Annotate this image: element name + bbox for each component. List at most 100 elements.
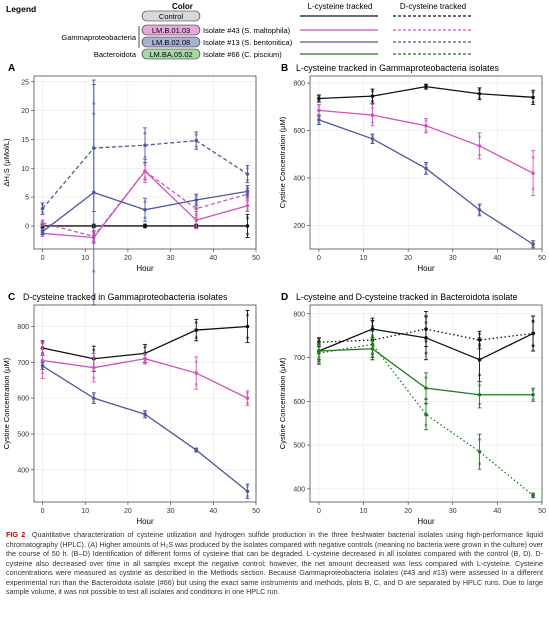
replicate-point xyxy=(245,313,249,317)
replicate-point xyxy=(478,344,482,348)
x-tick-label: 50 xyxy=(538,508,546,515)
panel-title: L-cysteine and D-cysteine tracked in Bac… xyxy=(296,292,518,302)
replicate-point xyxy=(245,391,249,395)
x-tick-label: 40 xyxy=(209,255,217,262)
data-point xyxy=(424,327,428,331)
replicate-point xyxy=(478,384,482,388)
data-point xyxy=(424,166,428,171)
data-point xyxy=(531,392,535,397)
data-point xyxy=(194,371,199,375)
x-tick-label: 40 xyxy=(209,508,217,515)
legend-d-header: D-cysteine tracked xyxy=(400,2,466,11)
replicate-point xyxy=(41,361,45,365)
replicate-point xyxy=(370,106,374,110)
replicate-point xyxy=(531,240,535,244)
replicate-point xyxy=(424,351,428,355)
replicate-point xyxy=(245,193,249,197)
data-point xyxy=(245,396,250,400)
replicate-point xyxy=(478,135,482,139)
replicate-point xyxy=(424,119,428,123)
replicate-point xyxy=(531,397,535,401)
replicate-point xyxy=(370,324,374,328)
data-point xyxy=(245,324,250,329)
replicate-point xyxy=(317,99,321,103)
data-point xyxy=(370,94,375,98)
plot-frame xyxy=(33,75,257,250)
replicate-point xyxy=(531,100,535,104)
data-point xyxy=(317,108,321,113)
legend-tag-43: LM.B.01.03 xyxy=(152,26,190,35)
replicate-point xyxy=(478,462,482,466)
data-point xyxy=(194,198,199,202)
replicate-point xyxy=(194,202,198,206)
replicate-point xyxy=(424,86,428,90)
data-point xyxy=(143,169,147,173)
replicate-point xyxy=(194,382,198,386)
x-tick-label: 10 xyxy=(81,508,89,515)
replicate-point xyxy=(143,345,147,349)
legend-swatch-43 xyxy=(141,24,201,36)
replicate-point xyxy=(143,155,147,159)
panel-c: 400 500 600 700 800 0 10 20 30 40 50 C D-cysteine tr… xyxy=(2,292,260,526)
replicate-point xyxy=(92,348,96,352)
replicate-point xyxy=(194,194,198,198)
legend-group-gamma: Gammaproteobacteria xyxy=(61,33,136,42)
replicate-point xyxy=(370,133,374,137)
y-axis-label: Cystine Concentration (μM) xyxy=(2,357,11,449)
data-point xyxy=(370,137,375,141)
x-tick-label: 10 xyxy=(81,255,89,262)
data-point xyxy=(370,342,375,347)
replicate-point xyxy=(370,121,374,125)
data-point xyxy=(194,138,199,143)
x-tick-label: 0 xyxy=(317,255,321,262)
plot-frame xyxy=(309,75,543,250)
panel-d: 400 500 600 700 800 0 10 20 30 40 50 D L-cysteine an… xyxy=(278,292,546,526)
x-tick-label: 50 xyxy=(538,255,546,262)
replicate-point xyxy=(245,200,249,204)
x-tick-label: 20 xyxy=(404,508,412,515)
data-point xyxy=(40,358,45,363)
data-point xyxy=(40,206,45,211)
series-line xyxy=(318,343,534,496)
series-iso13-l xyxy=(40,361,250,499)
x-tick-label: 0 xyxy=(41,255,45,262)
replicate-point xyxy=(194,336,198,340)
replicate-point xyxy=(478,332,482,336)
figure-legend: Legend Color Control Gammaproteobacteria… xyxy=(6,2,473,60)
series-iso43-l xyxy=(40,342,250,406)
x-tick-label: 40 xyxy=(493,508,501,515)
replicate-point xyxy=(92,376,96,380)
replicate-point xyxy=(194,449,198,453)
data-point xyxy=(143,207,147,212)
data-point xyxy=(194,206,199,211)
replicate-point xyxy=(531,319,535,323)
replicate-point xyxy=(143,410,147,414)
data-point xyxy=(317,351,321,355)
data-point xyxy=(245,224,250,228)
series-line xyxy=(42,358,248,399)
replicate-point xyxy=(143,415,147,419)
replicate-point xyxy=(194,447,198,451)
replicate-point xyxy=(143,353,147,357)
replicate-point xyxy=(92,356,96,360)
replicate-point xyxy=(424,83,428,87)
replicate-point xyxy=(370,140,374,144)
replicate-point xyxy=(531,492,535,496)
x-tick-label: 20 xyxy=(124,508,132,515)
x-axis-label: Hour xyxy=(136,517,154,526)
x-tick-label: 20 xyxy=(404,255,412,262)
panel-letter: C xyxy=(8,292,15,303)
replicate-point xyxy=(245,216,249,220)
replicate-point xyxy=(531,388,535,392)
replicate-point xyxy=(478,204,482,208)
replicate-point xyxy=(194,133,198,137)
replicate-point xyxy=(41,346,45,350)
data-point xyxy=(194,218,199,222)
legend-color-header: Color xyxy=(172,2,193,11)
replicate-point xyxy=(478,96,482,100)
y-tick-label: 600 xyxy=(17,396,29,403)
data-point xyxy=(531,95,535,100)
x-tick-label: 30 xyxy=(449,255,457,262)
replicate-point xyxy=(317,104,321,108)
legend-label-66: Isolate #66 (C. piscium) xyxy=(203,50,282,59)
